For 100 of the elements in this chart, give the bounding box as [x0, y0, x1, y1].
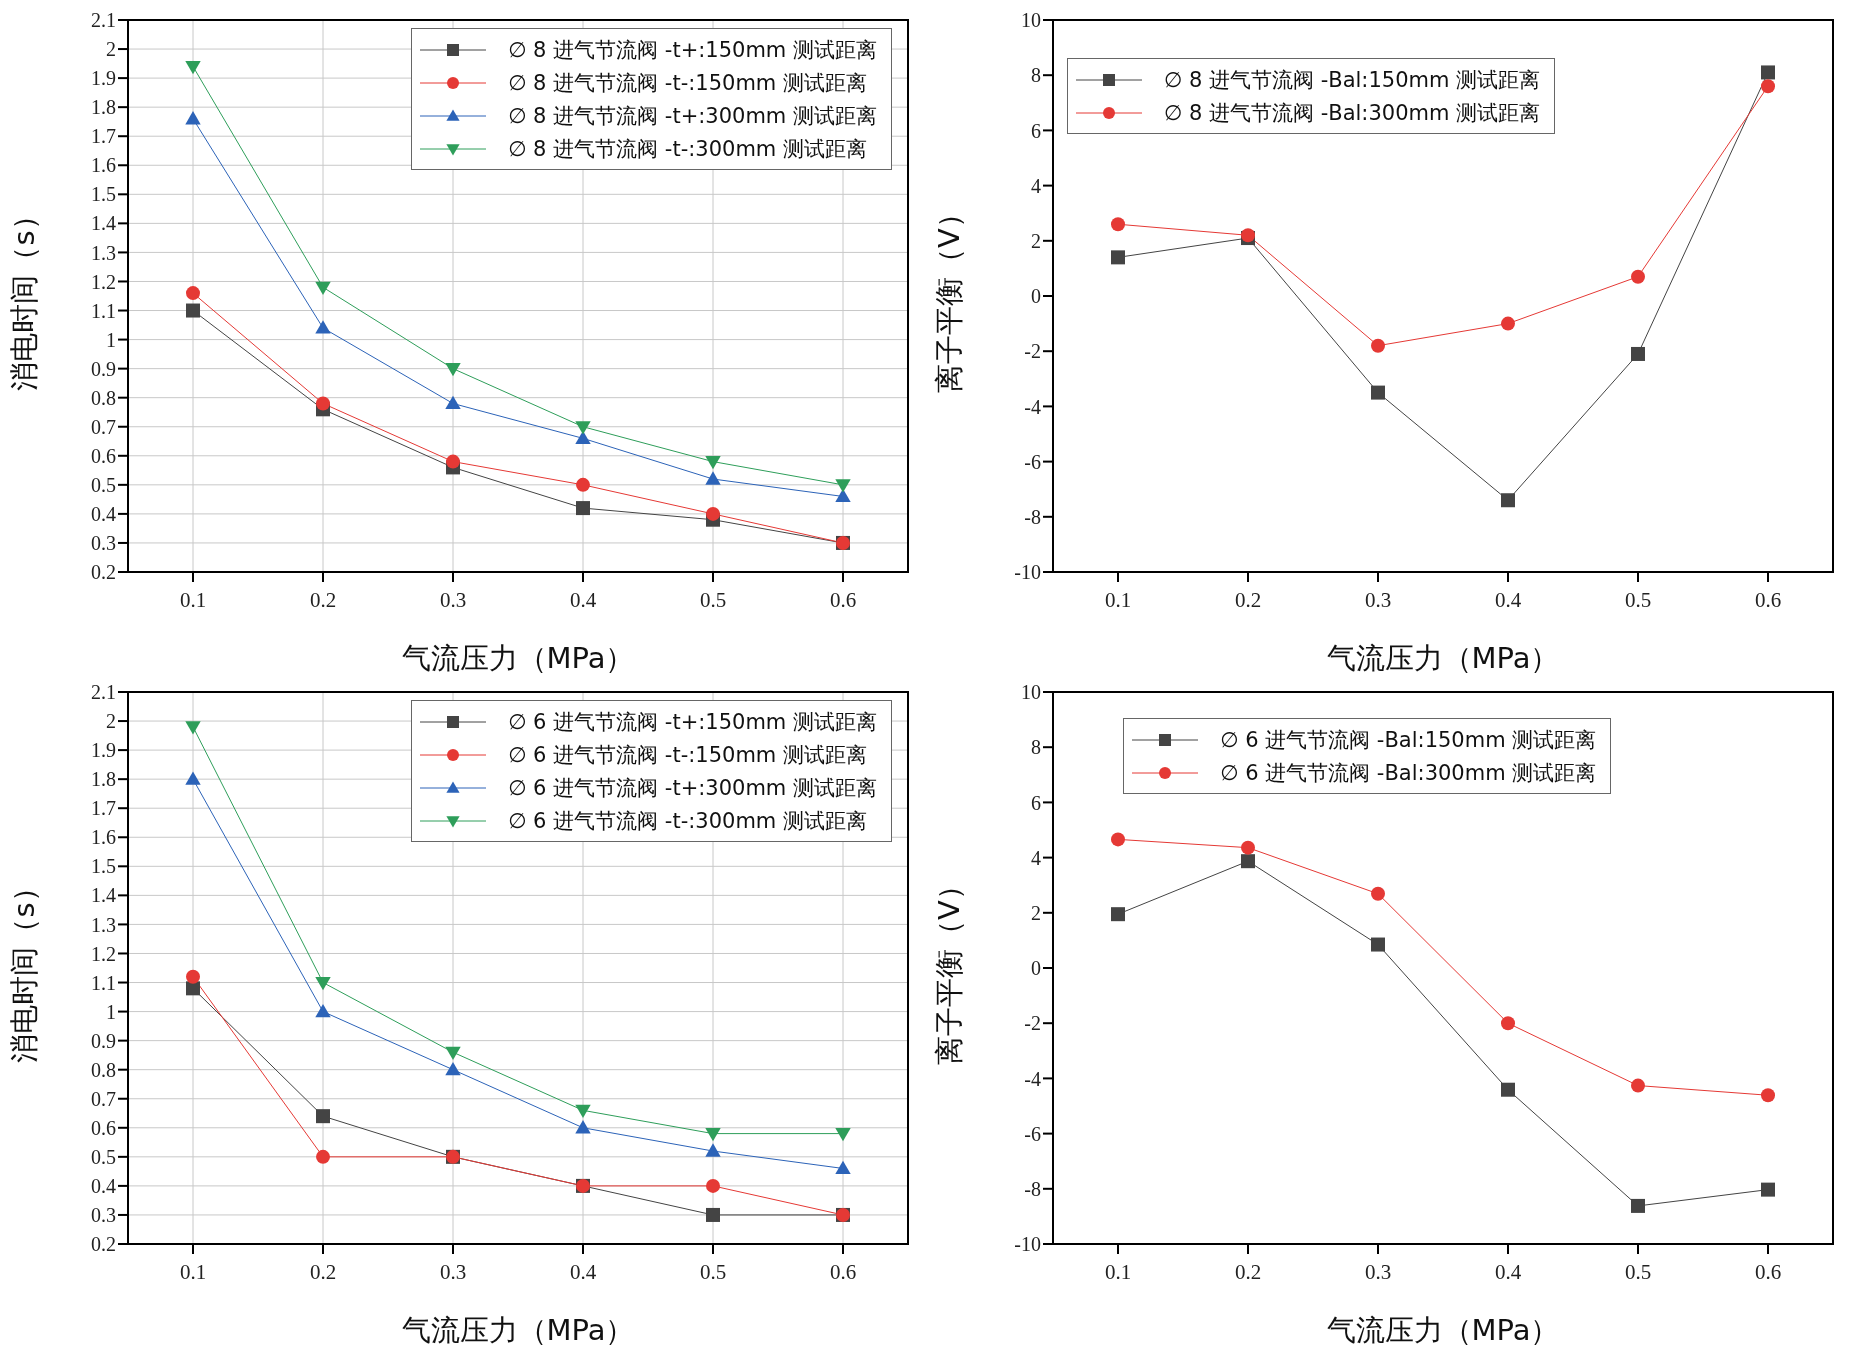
point: [316, 1109, 330, 1124]
x-tick-label: 0.1: [1104, 587, 1132, 612]
point: [315, 281, 331, 295]
point: [705, 456, 721, 470]
y-tick-label: 0.7: [91, 415, 116, 438]
point: [185, 60, 201, 75]
x-tick-label: 0.4: [1494, 1259, 1522, 1284]
x-axis-title: 气流压力（MPa）: [401, 641, 635, 675]
y-axis-title: 离子平衡（V）: [932, 871, 967, 1065]
x-tick-label: 0.6: [829, 587, 857, 612]
y-tick-label: 2: [1031, 901, 1041, 924]
point: [1501, 1082, 1515, 1097]
x-tick-label: 0.3: [439, 1259, 467, 1284]
y-tick-label: 8: [1031, 64, 1041, 87]
y-tick-label: -6: [1024, 1122, 1041, 1145]
y-tick-label: -8: [1024, 505, 1041, 528]
x-tick-label: 0.2: [309, 587, 337, 612]
point: [705, 1128, 721, 1142]
point: [1371, 886, 1385, 901]
legend-label: ∅ 8 进气节流阀 -Bal:150mm 测试距离: [1164, 66, 1541, 94]
point: [575, 421, 591, 435]
y-tick-label: 0.5: [91, 1145, 116, 1168]
y-tick-label: -4: [1024, 395, 1041, 418]
x-tick-label: 0.5: [699, 587, 727, 612]
y-tick-label: 0.8: [91, 386, 116, 409]
y-tick-label: 8: [1031, 736, 1041, 759]
point: [1241, 854, 1255, 869]
point: [705, 471, 721, 485]
y-axis-title: 消电时间（s）: [7, 201, 42, 391]
legend-label: ∅ 8 进气节流阀 -t-:300mm 测试距离: [508, 135, 867, 163]
y-tick-label: 1.7: [91, 125, 116, 148]
y-tick-label: 1.1: [91, 299, 116, 322]
y-tick-label: 0: [1031, 957, 1041, 980]
point: [185, 771, 201, 785]
y-tick-label: 0.3: [91, 1204, 116, 1227]
y-tick-label: -6: [1024, 450, 1041, 473]
x-axis-title: 气流压力（MPa）: [401, 1313, 635, 1347]
x-tick-label: 0.5: [1624, 1259, 1652, 1284]
point: [445, 395, 461, 410]
y-tick-label: 1.8: [91, 768, 116, 791]
y-tick-label: 1.6: [91, 154, 116, 177]
y-tick-label: 1.2: [91, 942, 116, 965]
y-tick-label: 2.1: [91, 681, 116, 704]
point: [316, 1149, 330, 1164]
y-tick-label: 0.9: [91, 1029, 116, 1052]
x-tick-label: 0.1: [1104, 1259, 1132, 1284]
legend-label: ∅ 6 进气节流阀 -Bal:150mm 测试距离: [1220, 726, 1597, 754]
point: [315, 1003, 331, 1018]
point: [575, 1104, 591, 1119]
y-tick-label: 1.3: [91, 241, 116, 264]
y-tick-label: 0.6: [91, 1116, 116, 1139]
point: [186, 303, 200, 318]
y-tick-label: 0.4: [91, 1174, 116, 1197]
point: [1241, 840, 1255, 855]
point: [1761, 1088, 1775, 1103]
point: [1761, 79, 1775, 94]
x-tick-label: 0.3: [1364, 1259, 1392, 1284]
point: [446, 454, 460, 469]
x-tick-label: 0.4: [1494, 587, 1522, 612]
point: [1111, 217, 1125, 232]
y-axis-title: 离子平衡（V）: [932, 199, 967, 393]
y-axis-title: 消电时间（s）: [7, 873, 42, 1063]
y-tick-label: 0.3: [91, 532, 116, 555]
y-tick-label: 4: [1031, 846, 1041, 869]
x-tick-label: 0.1: [179, 587, 207, 612]
point: [835, 1160, 851, 1175]
x-axis-title: 气流压力（MPa）: [1326, 641, 1560, 675]
point: [1761, 65, 1775, 80]
x-tick-label: 0.6: [829, 1259, 857, 1284]
y-tick-label: 6: [1031, 791, 1041, 814]
y-tick-label: 1.3: [91, 913, 116, 936]
y-tick-label: 6: [1031, 119, 1041, 142]
y-tick-label: 2: [106, 710, 116, 733]
x-tick-label: 0.6: [1754, 1259, 1782, 1284]
y-tick-label: -8: [1024, 1177, 1041, 1200]
point: [835, 1128, 851, 1142]
point: [1501, 1016, 1515, 1031]
y-tick-label: 0.7: [91, 1087, 116, 1110]
y-tick-label: -2: [1024, 1012, 1041, 1035]
y-tick-label: -4: [1024, 1067, 1041, 1090]
point: [1631, 269, 1645, 284]
point: [316, 396, 330, 411]
point: [1111, 907, 1125, 922]
point: [1631, 1198, 1645, 1213]
legend-label: ∅ 8 进气节流阀 -t+:150mm 测试距离: [508, 36, 877, 64]
point: [185, 721, 201, 735]
legend-label: ∅ 8 进气节流阀 -t+:300mm 测试距离: [508, 102, 877, 130]
point: [835, 479, 851, 493]
point: [186, 286, 200, 301]
point: [1371, 937, 1385, 952]
legend-label: ∅ 8 进气节流阀 -Bal:300mm 测试距离: [1164, 99, 1541, 127]
point: [706, 1178, 720, 1193]
point: [186, 969, 200, 984]
x-tick-label: 0.5: [699, 1259, 727, 1284]
legend-label: ∅ 8 进气节流阀 -t-:150mm 测试距离: [508, 69, 867, 97]
legend-label: ∅ 6 进气节流阀 -t+:300mm 测试距离: [508, 774, 877, 802]
y-tick-label: 2: [106, 38, 116, 61]
point: [706, 1207, 720, 1222]
x-axis-title: 气流压力（MPa）: [1326, 1313, 1560, 1347]
y-tick-label: 0.9: [91, 357, 116, 380]
